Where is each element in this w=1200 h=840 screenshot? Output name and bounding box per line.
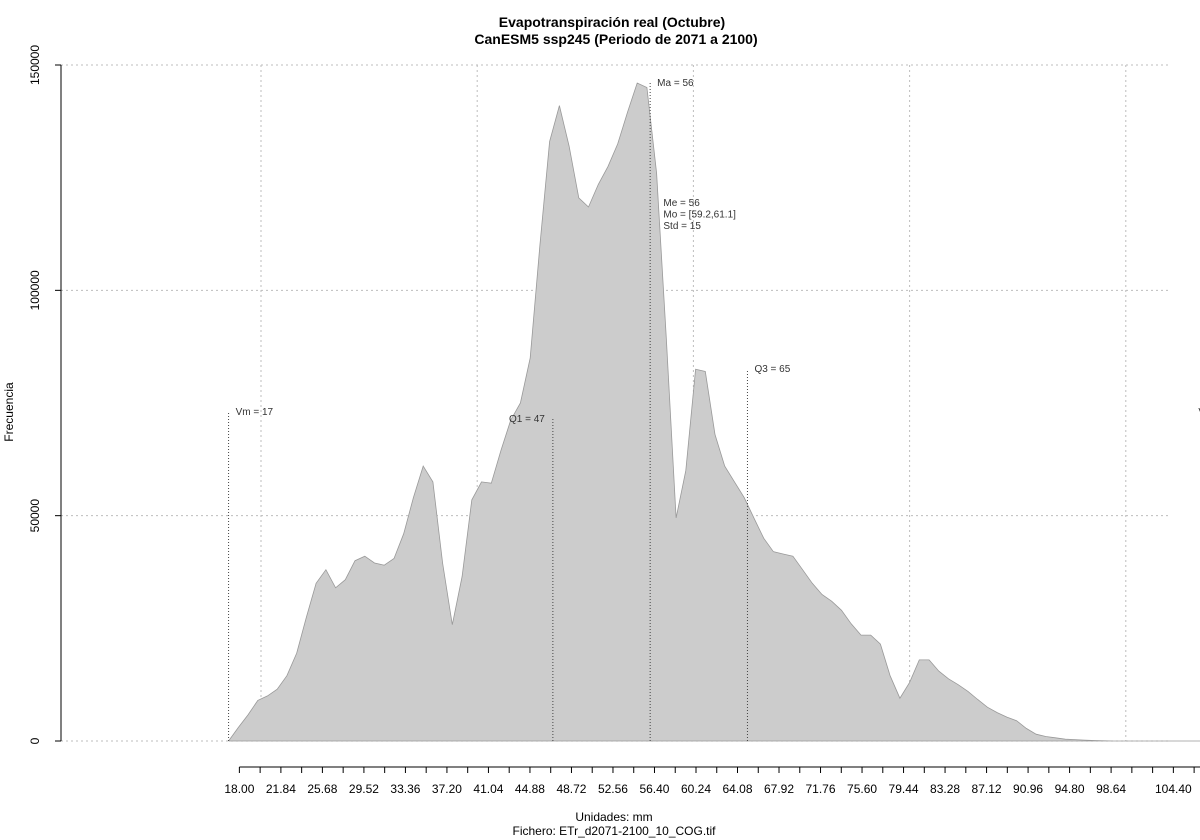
x-tick-label: 87.12 bbox=[972, 782, 1002, 796]
x-tick-label: 98.64 bbox=[1096, 782, 1126, 796]
x-tick-label: 64.08 bbox=[722, 782, 752, 796]
x-tick-label: 52.56 bbox=[598, 782, 628, 796]
chart-subtitle: CanESM5 ssp245 (Periodo de 2071 a 2100) bbox=[474, 31, 757, 47]
x-tick-label: 25.68 bbox=[307, 782, 337, 796]
y-tick-label: 100000 bbox=[28, 270, 42, 310]
x-tick-label: 60.24 bbox=[681, 782, 711, 796]
stat-label: Vx = 111 bbox=[1198, 407, 1200, 418]
x-tick-label: 41.04 bbox=[473, 782, 503, 796]
stat-label: Q1 = 47 bbox=[509, 414, 545, 425]
x-tick-label: 90.96 bbox=[1013, 782, 1043, 796]
x-tick-label: 56.40 bbox=[639, 782, 669, 796]
y-tick-label: 50000 bbox=[28, 499, 42, 533]
stat-label: Vm = 17 bbox=[236, 407, 274, 418]
x-tick-label: 79.44 bbox=[889, 782, 919, 796]
x-tick-label: 37.20 bbox=[432, 782, 462, 796]
x-tick-label: 67.92 bbox=[764, 782, 794, 796]
x-tick-label: 104.40 bbox=[1155, 782, 1192, 796]
chart-title: Evapotranspiración real (Octubre) bbox=[499, 14, 725, 30]
stat-label: Q3 = 65 bbox=[754, 364, 790, 375]
x-tick-label: 83.28 bbox=[930, 782, 960, 796]
x-tick-label: 33.36 bbox=[390, 782, 420, 796]
stat-label: Ma = 56 bbox=[657, 78, 694, 89]
x-tick-label: 48.72 bbox=[556, 782, 586, 796]
file-label: Fichero: ETr_d2071-2100_10_COG.tif bbox=[513, 824, 717, 838]
stats-line: Std = 15 bbox=[663, 221, 701, 232]
stat-lines: Vm = 17 Q1 = 47 Ma = 56 Q3 = 65 Vx = 111 bbox=[228, 78, 1200, 741]
x-axis: 18.00 21.84 25.68 29.52 33.36 37.20 41.04 44.88… bbox=[224, 766, 1200, 796]
y-axis: 0 50000 100000 150000 bbox=[28, 45, 62, 744]
x-tick-label: 94.80 bbox=[1055, 782, 1085, 796]
x-tick-label: 75.60 bbox=[847, 782, 877, 796]
x-tick-label: 21.84 bbox=[266, 782, 296, 796]
frequency-area bbox=[228, 82, 1200, 742]
frequency-area-path bbox=[228, 82, 1200, 742]
y-tick-label: 0 bbox=[28, 737, 42, 744]
x-tick-label: 44.88 bbox=[515, 782, 545, 796]
stats-line: Mo = [59.2,61.1] bbox=[663, 210, 736, 221]
stats-line: Me = 56 bbox=[663, 198, 700, 209]
x-tick-label: 18.00 bbox=[224, 782, 254, 796]
x-tick-label: 71.76 bbox=[806, 782, 836, 796]
y-tick-label: 150000 bbox=[28, 45, 42, 85]
y-axis-label: Frecuencia bbox=[2, 382, 16, 442]
x-tick-label: 29.52 bbox=[349, 782, 379, 796]
x-axis-label: Unidades: mm bbox=[575, 810, 652, 824]
